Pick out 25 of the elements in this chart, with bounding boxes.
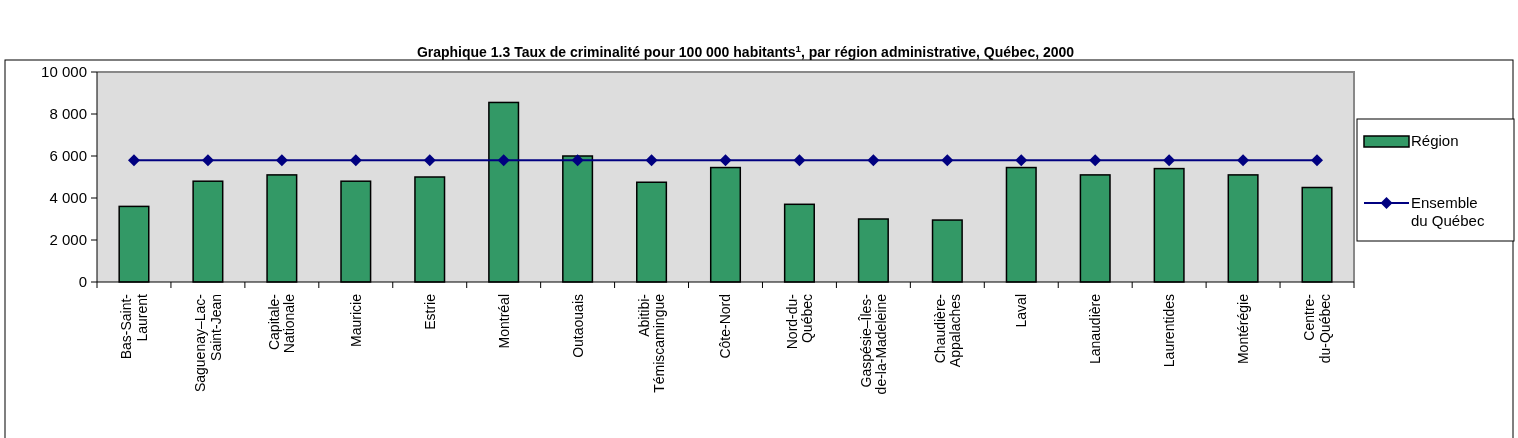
x-tick-label: Gaspésie–Îles-de-la-Madeleine [857,293,889,395]
x-tick-label: Laval [1013,294,1030,328]
x-tick-label: Centre-du-Québec [1301,293,1333,364]
y-tick-label: 2 000 [49,231,87,249]
x-tick-label: Côte-Nord [717,294,734,359]
x-tick-label: Abitibi-Témiscamingue [635,293,668,393]
legend-label: Région [1411,132,1459,150]
chart-title: Graphique 1.3 Taux de criminalité pour 100 000 habitants$^{1}$, par région administrative, Québec, 2000 [416,42,1075,60]
x-tick-label: Lanaudière [1087,293,1104,365]
x-tick-label: Mauricie [347,293,364,347]
x-tick-label: Nord-du-Québec [783,293,816,350]
x-tick-label: Bas-Saint-Laurent [118,293,150,360]
y-tick-label: 4 000 [49,189,87,207]
legend-label: Ensemble du Québec [1411,194,1485,230]
y-tick-label: 8 000 [49,105,87,123]
x-tick-label: Montréal [495,294,512,349]
x-tick-label: Saguenay–Lac-Saint-Jean [192,293,224,393]
y-tick-label: 0 [78,273,87,291]
x-tick-label: Laurentides [1161,294,1178,368]
x-tick-label: Estrie [421,293,438,330]
y-tick-label: 6 000 [49,147,87,165]
x-tick-label: Outaouais [569,294,586,358]
x-tick-label: Capitale-Nationale [266,293,298,354]
y-tick-label: 10 000 [41,63,87,81]
x-tick-label: Montérégie [1234,293,1251,365]
